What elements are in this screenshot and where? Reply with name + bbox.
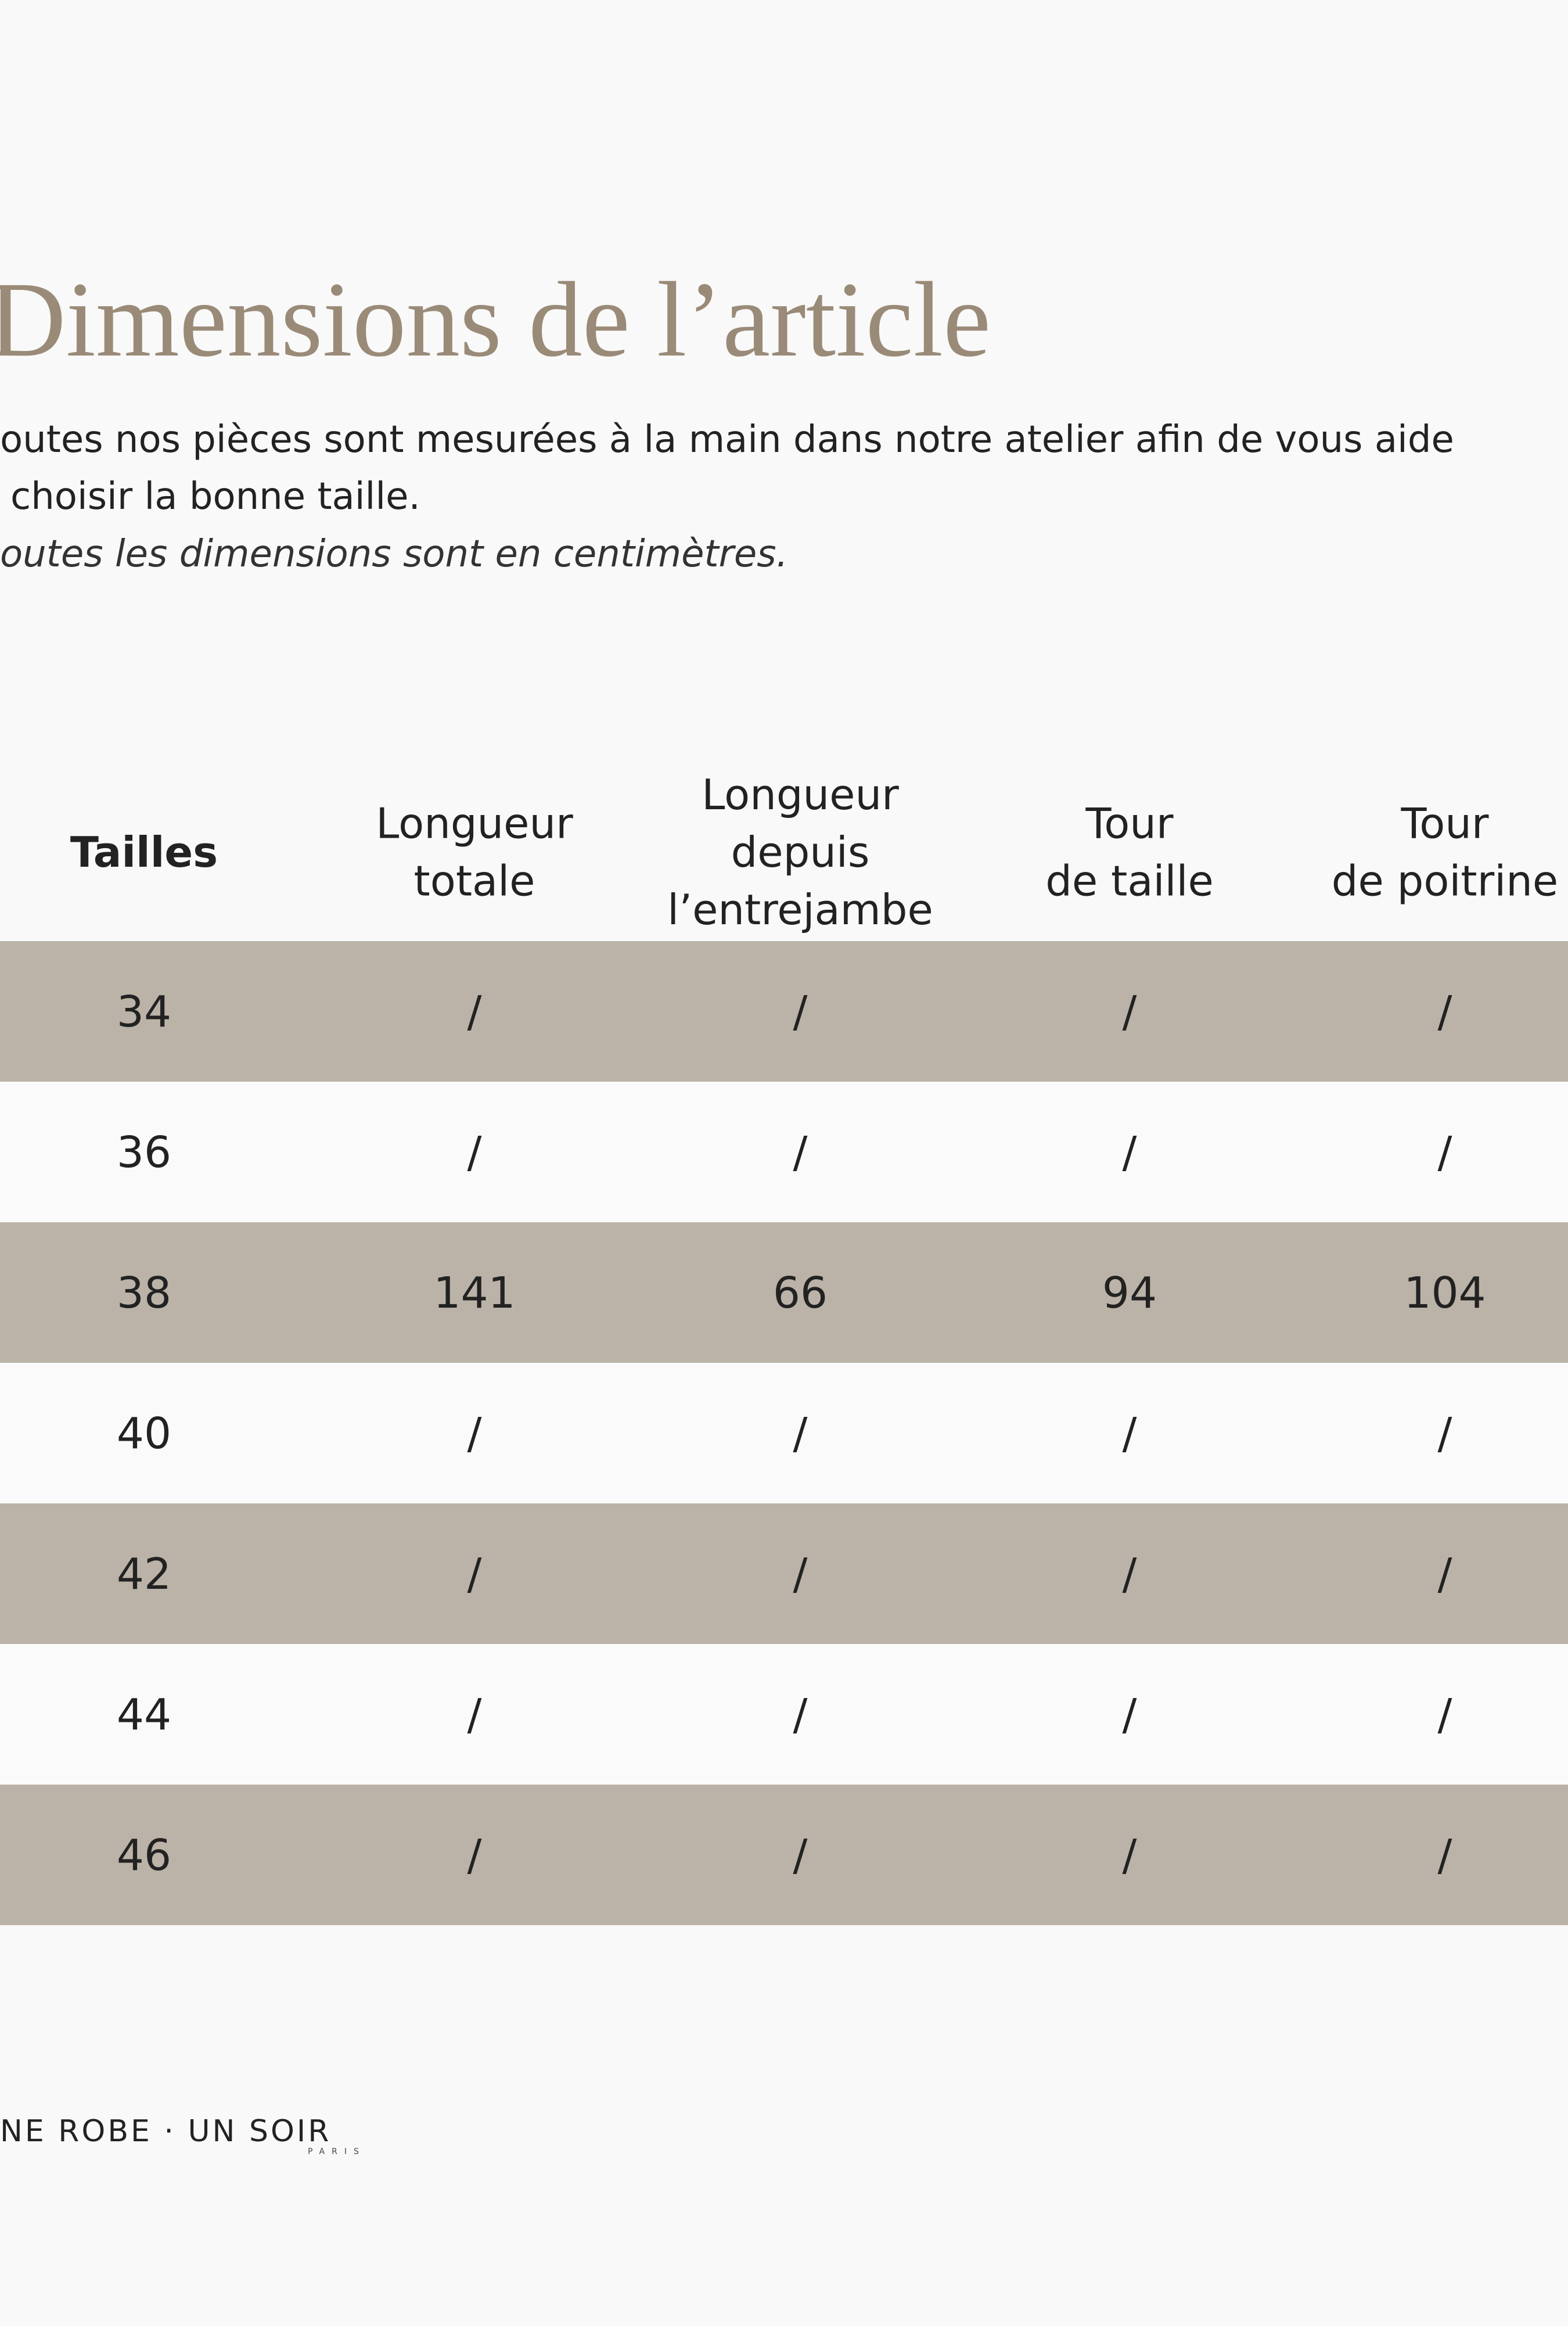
note: outes les dimensions sont en centimètres… bbox=[0, 533, 788, 576]
table-cell: / bbox=[467, 1409, 482, 1459]
table-cell: / bbox=[793, 1830, 808, 1880]
column-header: Tailles bbox=[70, 828, 218, 877]
table-cell: 42 bbox=[117, 1549, 171, 1599]
table-cell: 104 bbox=[1404, 1268, 1486, 1318]
table-cell: / bbox=[467, 1128, 482, 1178]
table-cell: / bbox=[793, 1128, 808, 1178]
table-row bbox=[0, 1082, 1568, 1222]
table-cell: / bbox=[793, 987, 808, 1037]
column-header: de taille bbox=[1045, 857, 1214, 906]
column-header: totale bbox=[414, 857, 535, 906]
description-line: choisir la bonne taille. bbox=[10, 475, 420, 518]
table-cell: / bbox=[467, 987, 482, 1037]
column-header: Longueur bbox=[376, 799, 573, 848]
title: Dimensions de l’article bbox=[0, 260, 991, 379]
column-header: Tour bbox=[1400, 799, 1488, 848]
table-cell: / bbox=[1123, 1128, 1137, 1178]
size-table: Tailles Longueur totale Longueur depuis l’ent… bbox=[0, 770, 1568, 1925]
table-cell: 94 bbox=[1102, 1268, 1157, 1318]
table-row bbox=[0, 941, 1568, 1082]
table-cell: 38 bbox=[117, 1268, 171, 1318]
brand: NE ROBE · UN SOIR bbox=[0, 2114, 331, 2149]
table-cell: 34 bbox=[117, 987, 171, 1037]
column-header: de poitrine bbox=[1332, 857, 1558, 906]
table-row bbox=[0, 1644, 1568, 1785]
table-cell: / bbox=[1123, 1690, 1137, 1740]
table-cell: / bbox=[467, 1549, 482, 1599]
brand-city: PARIS bbox=[308, 2147, 366, 2156]
table-cell: / bbox=[1123, 1409, 1137, 1459]
description-line: outes nos pièces sont mesurées à la main… bbox=[0, 418, 1454, 461]
table-cell: / bbox=[1123, 1830, 1137, 1880]
table-cell: 36 bbox=[117, 1128, 171, 1178]
table-row bbox=[0, 1503, 1568, 1644]
table-cell: / bbox=[1438, 987, 1452, 1037]
table-row bbox=[0, 1785, 1568, 1925]
table-cell: / bbox=[1438, 1690, 1452, 1740]
table-cell: / bbox=[793, 1549, 808, 1599]
table-cell: / bbox=[793, 1409, 808, 1459]
column-header: l’entrejambe bbox=[667, 885, 933, 934]
table-cell: / bbox=[1438, 1549, 1452, 1599]
column-header: depuis bbox=[731, 828, 870, 877]
table-cell: / bbox=[1123, 1549, 1137, 1599]
table-row bbox=[0, 1222, 1568, 1363]
table-cell: / bbox=[1123, 987, 1137, 1037]
table-cell: / bbox=[467, 1830, 482, 1880]
table-cell: / bbox=[1438, 1409, 1452, 1459]
table-cell: / bbox=[1438, 1128, 1452, 1178]
column-header: Tour bbox=[1085, 799, 1173, 848]
table-cell: 141 bbox=[433, 1268, 515, 1318]
table-cell: / bbox=[1438, 1830, 1452, 1880]
table-cell: 46 bbox=[117, 1830, 171, 1880]
table-cell: 66 bbox=[773, 1268, 828, 1318]
table-cell: 40 bbox=[117, 1409, 171, 1459]
column-header: Longueur bbox=[702, 770, 899, 819]
table-row bbox=[0, 1363, 1568, 1503]
table-cell: 44 bbox=[117, 1690, 171, 1740]
table-cell: / bbox=[793, 1690, 808, 1740]
table-cell: / bbox=[467, 1690, 482, 1740]
